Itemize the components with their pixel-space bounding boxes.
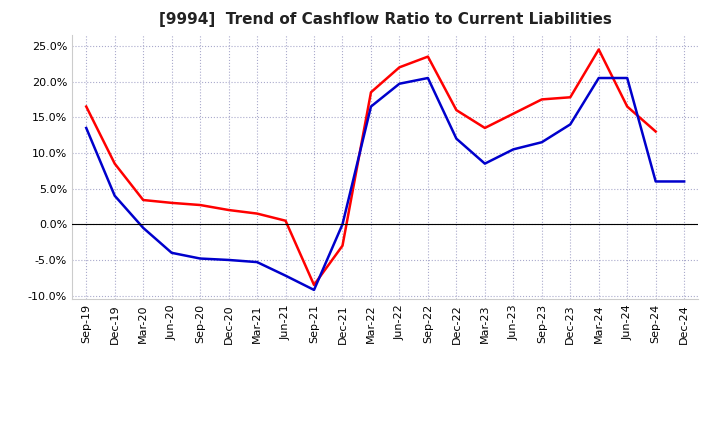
Free CF to Current Liabilities <box>395 81 404 86</box>
Operating CF to Current Liabilities <box>395 65 404 70</box>
Operating CF to Current Liabilities <box>509 111 518 116</box>
Operating CF to Current Liabilities <box>338 243 347 248</box>
Operating CF to Current Liabilities <box>167 200 176 205</box>
Free CF to Current Liabilities <box>167 250 176 256</box>
Operating CF to Current Liabilities <box>566 95 575 100</box>
Free CF to Current Liabilities <box>253 260 261 265</box>
Operating CF to Current Liabilities <box>623 104 631 109</box>
Free CF to Current Liabilities <box>82 125 91 131</box>
Operating CF to Current Liabilities <box>366 90 375 95</box>
Free CF to Current Liabilities <box>139 225 148 231</box>
Free CF to Current Liabilities <box>366 104 375 109</box>
Operating CF to Current Liabilities <box>310 282 318 288</box>
Operating CF to Current Liabilities <box>423 54 432 59</box>
Line: Operating CF to Current Liabilities: Operating CF to Current Liabilities <box>86 49 656 285</box>
Free CF to Current Liabilities <box>282 273 290 278</box>
Line: Free CF to Current Liabilities: Free CF to Current Liabilities <box>86 78 684 290</box>
Free CF to Current Liabilities <box>623 75 631 81</box>
Operating CF to Current Liabilities <box>652 129 660 134</box>
Free CF to Current Liabilities <box>595 75 603 81</box>
Operating CF to Current Liabilities <box>225 207 233 213</box>
Operating CF to Current Liabilities <box>253 211 261 216</box>
Operating CF to Current Liabilities <box>282 218 290 224</box>
Operating CF to Current Liabilities <box>595 47 603 52</box>
Operating CF to Current Liabilities <box>537 97 546 102</box>
Operating CF to Current Liabilities <box>139 198 148 203</box>
Operating CF to Current Liabilities <box>196 202 204 208</box>
Free CF to Current Liabilities <box>110 193 119 198</box>
Free CF to Current Liabilities <box>509 147 518 152</box>
Free CF to Current Liabilities <box>537 139 546 145</box>
Operating CF to Current Liabilities <box>110 161 119 166</box>
Operating CF to Current Liabilities <box>82 104 91 109</box>
Free CF to Current Liabilities <box>652 179 660 184</box>
Free CF to Current Liabilities <box>680 179 688 184</box>
Title: [9994]  Trend of Cashflow Ratio to Current Liabilities: [9994] Trend of Cashflow Ratio to Curren… <box>159 12 611 27</box>
Free CF to Current Liabilities <box>423 75 432 81</box>
Free CF to Current Liabilities <box>566 122 575 127</box>
Free CF to Current Liabilities <box>338 222 347 227</box>
Free CF to Current Liabilities <box>196 256 204 261</box>
Operating CF to Current Liabilities <box>480 125 489 131</box>
Free CF to Current Liabilities <box>225 257 233 263</box>
Free CF to Current Liabilities <box>310 287 318 293</box>
Free CF to Current Liabilities <box>452 136 461 141</box>
Operating CF to Current Liabilities <box>452 107 461 113</box>
Free CF to Current Liabilities <box>480 161 489 166</box>
